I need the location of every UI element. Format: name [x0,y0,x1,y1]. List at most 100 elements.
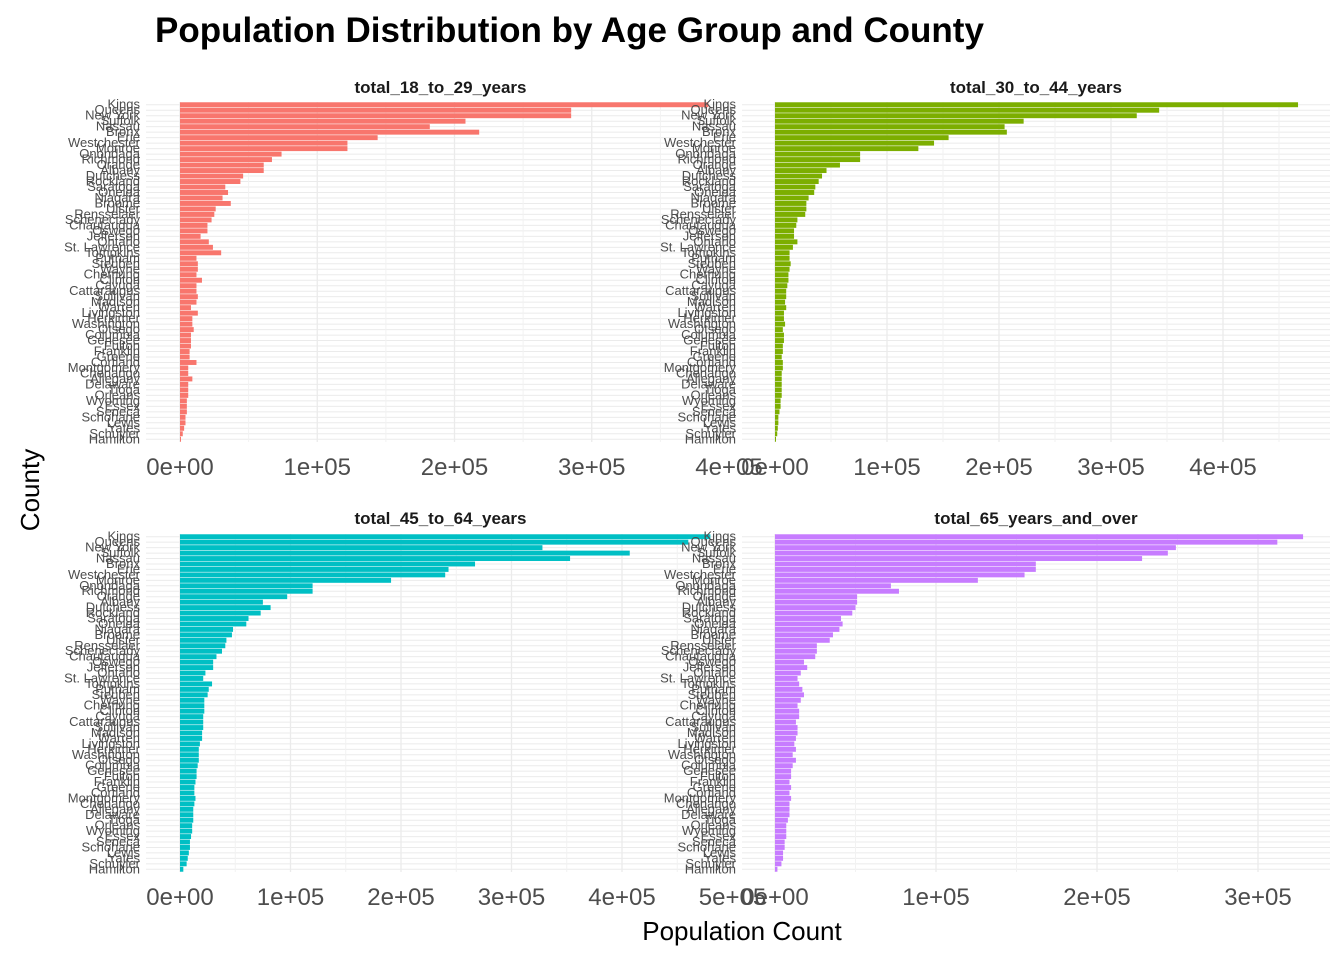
y-tick-label: Cattaraugus [69,714,140,729]
y-tick-label: Bronx [702,124,736,139]
bar [180,118,466,124]
bar [180,774,197,780]
bar [180,200,231,206]
y-tick-label: Chautauqua [665,217,737,232]
bar [180,392,189,398]
y-tick-label: Washington [72,747,140,762]
y-tick-label: Columbia [681,327,737,342]
y-tick-label: Cattaraugus [69,283,140,298]
bar [775,665,808,671]
y-tick-label: Orange [97,157,140,172]
x-tick-label: 1e+05 [853,454,920,481]
bar [775,550,1168,556]
bar [775,746,796,752]
y-tick-label: St. Lawrence [64,239,140,254]
y-tick-label: Schoharie [677,839,736,854]
y-tick-label: Broome [690,195,736,210]
bar [180,866,184,872]
y-tick-label: Sullivan [94,289,140,304]
y-tick-label: Washington [668,747,736,762]
y-tick-label: Livingston [81,305,140,320]
y-tick-label: Tompkins [85,245,140,260]
bar [180,714,204,720]
bar [775,288,787,294]
bar [180,676,204,681]
bar [180,703,205,709]
y-tick-label: Seneca [96,834,141,849]
y-tick-label: Kings [703,97,736,112]
y-tick-label: Queens [94,102,140,117]
bar [180,572,446,578]
bar [180,654,217,660]
bar [180,637,227,643]
bar [775,632,833,638]
bar [775,834,787,840]
bar [775,102,1299,108]
y-tick-label: Ulster [702,632,737,647]
bar [775,681,800,687]
y-tick-label: Seneca [692,834,737,849]
y-tick-label: Steuben [688,687,736,702]
bar [180,327,194,333]
bar [180,834,192,840]
bar [180,217,212,223]
bar [775,190,815,195]
bar [180,605,271,611]
y-axis-label: County [15,449,45,531]
y-tick-label: Queens [690,102,736,117]
bar [180,757,199,763]
bar [775,708,800,714]
bar [180,594,288,600]
bar [775,425,778,431]
bar [775,310,784,316]
x-tick-label: 4e+05 [695,454,762,481]
y-tick-label: Herkimer [87,741,140,756]
bar [180,425,185,431]
bar [775,354,782,360]
y-tick-label: New York [85,540,140,555]
y-tick-label: Albany [696,594,736,609]
bar [775,233,795,239]
y-tick-label: Orleans [94,387,140,402]
bar [775,845,785,850]
y-tick-label: Kings [107,97,140,112]
bar [775,594,858,600]
y-tick-label: Chenango [80,796,140,811]
bar [775,545,1176,551]
bar [180,321,193,327]
y-tick-label: Yates [108,850,141,865]
bar [180,621,247,627]
bar [180,588,313,594]
y-tick-label: Ontario [693,234,736,249]
y-tick-label: Montgomery [664,360,737,375]
bar [180,795,196,801]
bar [180,244,213,250]
bar [775,697,801,703]
bar [180,365,189,371]
y-tick-label: New York [85,108,140,123]
y-tick-label: Columbia [681,758,737,773]
bar [775,643,817,649]
bar [775,779,790,785]
y-tick-label: Madison [91,725,140,740]
bar [775,200,807,206]
bar [775,387,782,393]
bar [775,572,1025,578]
y-tick-label: Bronx [106,124,140,139]
bar [775,146,919,152]
bar [180,409,187,415]
y-tick-label: Greene [693,349,736,364]
bar [775,659,804,665]
bar [180,768,197,774]
y-tick-label: Genesee [683,763,736,778]
y-tick-label: Chenango [676,365,736,380]
bar [775,168,827,174]
y-tick-label: Schenectady [661,643,737,658]
y-tick-label: Chautauqua [665,649,737,664]
y-tick-label: Warren [694,730,736,745]
y-tick-label: Oswego [92,223,140,238]
bar [775,392,782,398]
facet-strip-label: total_18_to_29_years [354,78,526,97]
bar [180,343,191,349]
y-tick-label: Oneida [694,184,737,199]
